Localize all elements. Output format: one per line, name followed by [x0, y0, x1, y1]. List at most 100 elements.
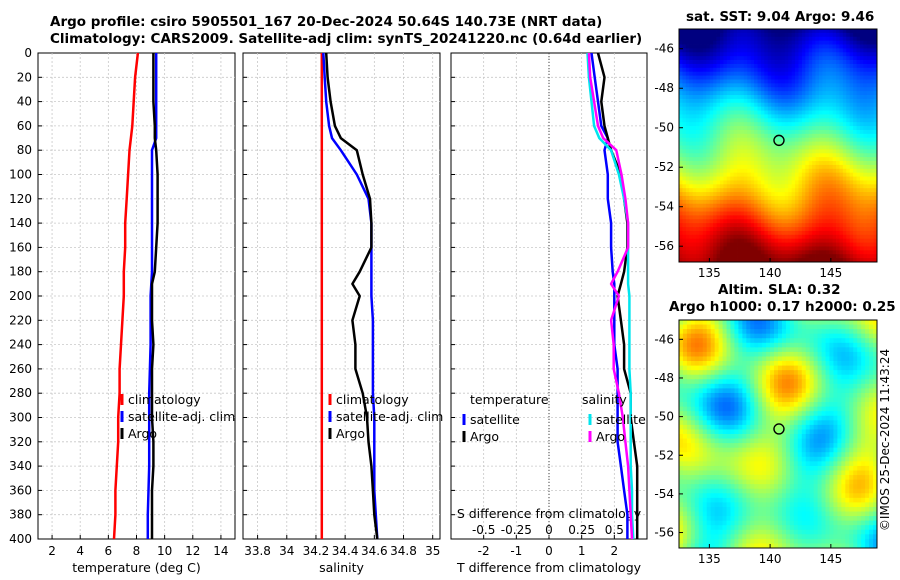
sst-map-cell — [692, 149, 697, 154]
sst-map-cell — [767, 63, 772, 69]
sst-map-cell — [839, 195, 844, 201]
sst-map-cell — [771, 75, 775, 80]
sla-map-cell — [726, 420, 731, 426]
sst-map-cell — [737, 199, 741, 205]
sst-map-cell — [825, 110, 830, 115]
sst-map-cell — [747, 91, 752, 96]
sst-map-cell — [781, 29, 786, 34]
sla-map-cell — [873, 388, 878, 394]
sst-map-cell — [801, 250, 806, 255]
sst-map-cell — [733, 56, 738, 61]
sla-map-cell — [738, 420, 743, 426]
sst-map-cell — [842, 227, 847, 232]
sst-map-cell — [750, 161, 755, 166]
sla-map-cell — [774, 361, 779, 366]
sst-map-cell — [795, 188, 799, 193]
sst-map-cell — [726, 161, 731, 166]
sst-map-cell — [723, 238, 728, 243]
sst-map-cell — [743, 63, 748, 69]
sla-map-cell — [766, 424, 771, 430]
sst-map-cell — [709, 215, 714, 220]
sla-map-cell — [774, 415, 779, 421]
sla-map-cell — [781, 397, 787, 403]
sla-map-cell — [817, 342, 822, 348]
sla-map-cell — [730, 388, 735, 394]
sst-map-cell — [856, 32, 861, 38]
sst-map-cell — [767, 141, 772, 146]
sst-map-cell — [706, 137, 711, 143]
sst-map-cell — [716, 102, 721, 108]
sst-map-cell — [679, 199, 683, 205]
sst-map-cell — [815, 63, 820, 69]
sst-map-cell — [815, 137, 820, 143]
sst-map-cell — [788, 184, 793, 189]
sst-map-cell — [801, 164, 806, 170]
legend-title-temperature: temperature — [470, 392, 549, 407]
sla-map-cell — [710, 392, 716, 398]
sla-map-cell — [845, 324, 850, 330]
sst-map-cell — [737, 227, 741, 232]
sla-map-cell — [837, 361, 842, 366]
sst-map-cell — [760, 133, 765, 139]
sst-map-cell — [733, 258, 738, 263]
sst-map-cell — [679, 250, 683, 255]
sla-map-cell — [801, 397, 807, 403]
sst-map-cell — [856, 118, 861, 123]
sst-map-cell — [870, 242, 874, 247]
sla-map-cell — [754, 388, 759, 394]
sst-map-cell — [815, 172, 820, 177]
sst-map-cell — [853, 199, 857, 205]
sst-map-cell — [859, 227, 864, 232]
sst-map-cell — [873, 164, 878, 170]
sst-map-cell — [842, 129, 847, 135]
sst-map-cell — [760, 87, 765, 92]
sla-map-cell — [801, 370, 807, 376]
sst-map-cell — [706, 29, 711, 34]
sst-map-cell — [791, 110, 796, 115]
sst-map-cell — [689, 153, 694, 158]
sla-map-cell — [781, 342, 787, 348]
sst-map-cell — [839, 161, 844, 166]
sst-map-cell — [805, 36, 810, 42]
sst-map-cell — [743, 44, 748, 49]
sst-map-cell — [866, 79, 871, 84]
sst-map-cell — [801, 141, 806, 146]
sla-map-cell — [849, 388, 854, 394]
sst-map-cell — [846, 79, 851, 84]
sla-map-cell — [821, 329, 826, 335]
sst-map-cell — [764, 161, 769, 166]
sst-map-cell — [839, 254, 844, 259]
sst-map-cell — [788, 176, 793, 181]
sst-map-cell — [689, 71, 694, 76]
sst-map-cell — [689, 95, 694, 100]
sla-map-cell — [718, 415, 723, 421]
sla-map-cell — [746, 402, 751, 408]
sst-map-cell — [682, 95, 687, 100]
sla-map-cell — [785, 370, 791, 376]
sst-map-cell — [818, 223, 823, 228]
sst-map-cell — [726, 60, 731, 65]
sst-map-cell — [757, 164, 762, 170]
sst-map-cell — [740, 258, 745, 263]
sla-map-cell — [770, 333, 775, 339]
sla-map-cell — [706, 338, 712, 344]
sla-map-cell — [718, 406, 723, 412]
sst-map-cell — [682, 118, 687, 123]
sst-map-cell — [757, 48, 762, 53]
sst-map-cell — [836, 32, 840, 38]
sla-map-cell — [770, 347, 775, 353]
sst-map-cell — [702, 195, 707, 201]
sst-map-cell — [859, 102, 864, 108]
sla-map-cell — [845, 402, 850, 408]
sst-map-cell — [791, 199, 796, 205]
sla-map-cell — [770, 420, 775, 426]
sla-map-cell — [797, 356, 803, 362]
sst-map-cell — [699, 48, 704, 53]
sst-map-cell — [815, 36, 820, 42]
sla-map-cell — [845, 356, 850, 362]
sst-map-cell — [791, 227, 796, 232]
sst-map-cell — [812, 29, 816, 34]
sla-map-cell — [829, 347, 834, 353]
sst-map-cell — [801, 254, 806, 259]
sst-map-cell — [730, 195, 735, 201]
